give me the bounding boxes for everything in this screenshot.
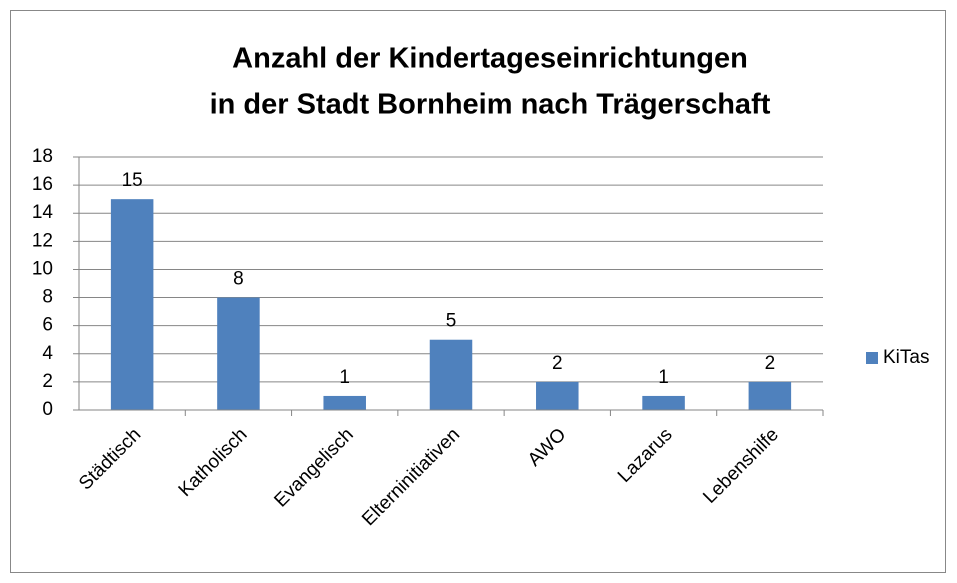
y-tick-label: 12 bbox=[32, 230, 53, 251]
y-tick-label: 18 bbox=[32, 146, 53, 167]
bar bbox=[323, 395, 366, 410]
data-label: 1 bbox=[339, 367, 350, 388]
legend-swatch bbox=[866, 352, 878, 364]
y-tick-label: 14 bbox=[32, 202, 54, 223]
y-tick-label: 0 bbox=[42, 399, 53, 420]
bar bbox=[110, 199, 154, 410]
bar bbox=[748, 381, 792, 410]
data-label: 1 bbox=[658, 367, 669, 388]
data-label: 2 bbox=[765, 353, 776, 374]
y-tick-label: 6 bbox=[42, 315, 53, 336]
data-label: 15 bbox=[122, 170, 143, 191]
bar bbox=[217, 297, 260, 410]
y-tick-label: 8 bbox=[42, 287, 53, 308]
y-tick-label: 2 bbox=[42, 371, 53, 392]
bar bbox=[536, 381, 579, 410]
legend-label: KiTas bbox=[883, 347, 929, 368]
y-tick-label: 10 bbox=[32, 258, 53, 279]
bar bbox=[642, 395, 685, 410]
data-label: 8 bbox=[233, 269, 244, 290]
chart-border bbox=[10, 10, 946, 573]
bar bbox=[429, 339, 473, 410]
chart-title: in der Stadt Bornheim nach Trägerschaft bbox=[210, 89, 771, 121]
chart-title: Anzahl der Kindertageseinrichtungen bbox=[232, 43, 748, 75]
y-tick-label: 4 bbox=[42, 343, 53, 364]
data-label: 5 bbox=[446, 311, 457, 332]
y-tick-label: 16 bbox=[32, 174, 53, 195]
data-label: 2 bbox=[552, 353, 563, 374]
